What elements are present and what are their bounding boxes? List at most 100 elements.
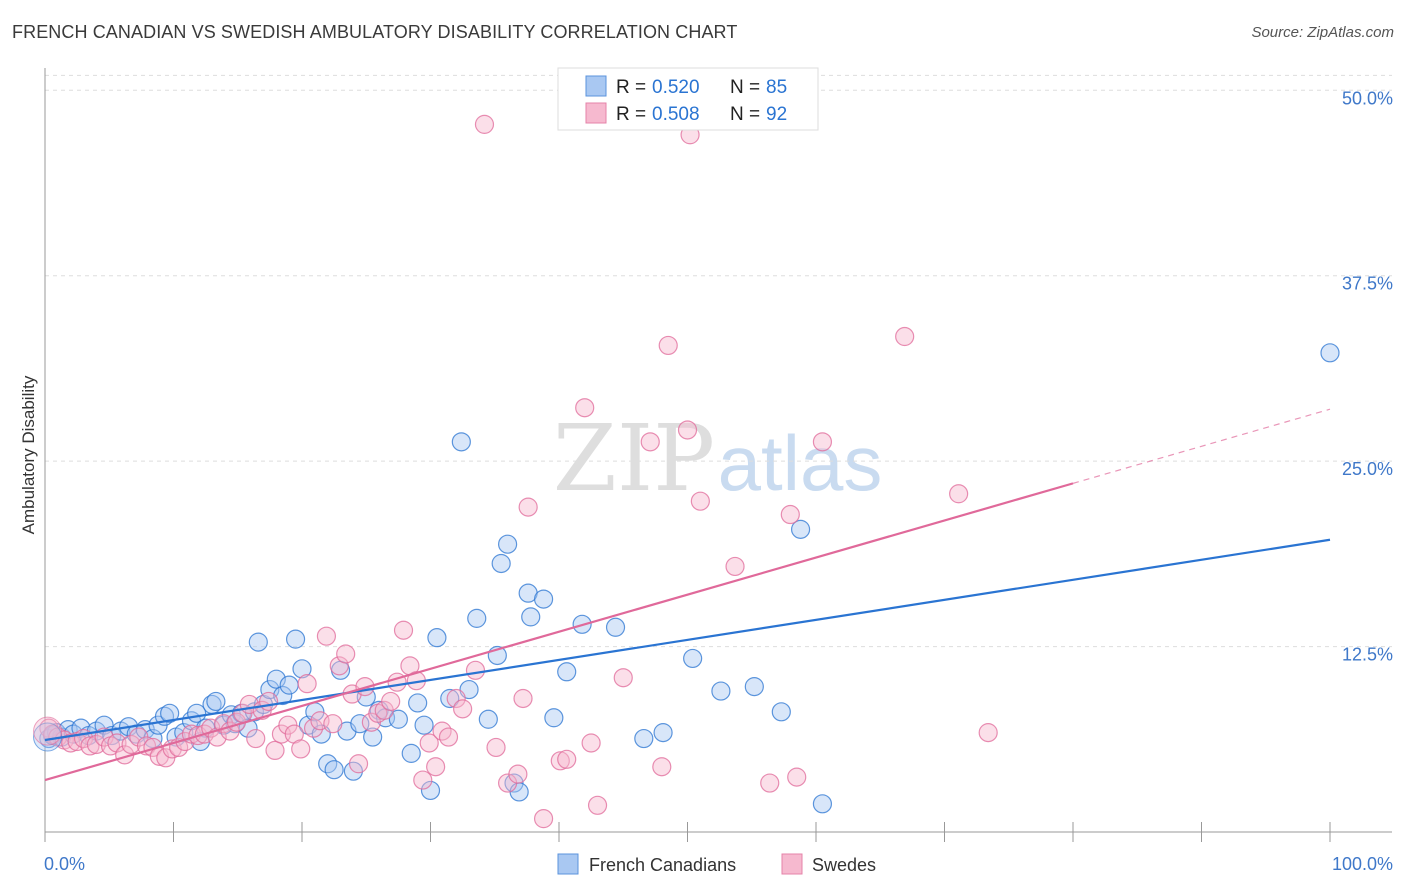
data-point (285, 629, 306, 649)
data-point (677, 420, 698, 440)
data-point (419, 733, 439, 753)
data-point (518, 497, 538, 517)
watermark-atlas: atlas (718, 419, 883, 507)
data-point (587, 795, 608, 815)
data-point (329, 656, 349, 676)
series-legend-swatch-french-canadians (557, 853, 579, 875)
data-point (521, 607, 541, 627)
data-point (787, 767, 807, 787)
data-point (683, 648, 703, 669)
data-point (812, 794, 833, 814)
y-tick-label: 37.5% (1342, 274, 1393, 294)
data-point (160, 703, 180, 723)
x-tick-label-max: 100.0% (1332, 854, 1393, 874)
data-point (336, 644, 356, 664)
data-point (291, 739, 311, 759)
data-point (812, 432, 833, 452)
series-legend-label-french-canadians: French Canadians (589, 855, 736, 875)
y-tick-label: 25.0% (1342, 459, 1393, 479)
data-point (107, 733, 127, 753)
data-point (895, 326, 915, 347)
data-point (508, 764, 528, 784)
legend-n-label-blue: N = (730, 77, 760, 98)
data-point (414, 715, 434, 735)
data-point (438, 727, 459, 747)
data-point (658, 335, 678, 356)
data-point (498, 534, 518, 554)
data-point (486, 737, 506, 758)
data-point (771, 702, 791, 722)
legend-swatch-pink (585, 102, 607, 124)
data-point (465, 660, 486, 680)
data-point (292, 659, 312, 679)
legend-r-label-pink: R = (616, 104, 646, 125)
data-point (474, 114, 495, 134)
data-point (605, 617, 626, 637)
data-point (420, 780, 441, 801)
data-point (533, 809, 554, 829)
data-point (324, 760, 344, 780)
data-point (760, 773, 780, 793)
series-french-canadians (39, 343, 1340, 814)
data-point (550, 751, 570, 771)
data-point (381, 691, 401, 712)
data-point (265, 740, 285, 761)
trend-line (44, 482, 1074, 782)
legend-n-value-blue: 85 (766, 77, 787, 98)
data-point (640, 432, 660, 452)
data-point (348, 754, 369, 774)
x-tick-label-min: 0.0% (44, 854, 85, 874)
data-point (440, 688, 460, 709)
data-point (1320, 343, 1340, 363)
y-axis-title: Ambulatory Disability (19, 375, 38, 534)
data-point (533, 589, 554, 609)
grid: 12.5% 25.0% 37.5% 50.0% (45, 74, 1393, 665)
data-point (653, 723, 673, 743)
axes (44, 68, 1392, 842)
data-point (790, 519, 811, 539)
data-point (121, 734, 141, 755)
data-point (581, 733, 601, 753)
data-point (451, 432, 471, 452)
data-point (413, 770, 433, 790)
data-point (780, 504, 800, 525)
series-legend-label-swedes: Swedes (812, 855, 876, 875)
data-point (246, 728, 266, 749)
data-point (297, 674, 317, 694)
stats-legend: R = 0.520 N = 85 R = 0.508 N = 92 (557, 67, 819, 131)
legend-r-label-blue: R = (616, 77, 646, 98)
data-point (978, 723, 998, 743)
data-point (363, 727, 383, 747)
data-point (401, 743, 421, 763)
data-point (711, 681, 731, 701)
legend-n-value-pink: 92 (766, 104, 787, 125)
data-point (575, 398, 595, 418)
data-point (491, 553, 511, 574)
data-point (467, 608, 487, 628)
data-point (303, 718, 324, 738)
data-point (949, 484, 969, 504)
trend-line-extension (1072, 408, 1331, 484)
data-point (613, 668, 633, 688)
data-point (279, 675, 299, 695)
data-point (426, 757, 446, 777)
data-point (634, 728, 654, 749)
data-point (478, 709, 498, 729)
data-point (248, 632, 268, 652)
data-point (690, 491, 710, 511)
trend-line (44, 538, 1331, 742)
data-point (427, 628, 447, 648)
legend-n-label-pink: N = (730, 104, 760, 125)
data-point (557, 662, 577, 682)
data-point (61, 733, 81, 753)
data-point (393, 620, 414, 640)
chart-title: FRENCH CANADIAN VS SWEDISH AMBULATORY DI… (12, 22, 738, 42)
data-point (316, 626, 337, 646)
data-point (86, 734, 107, 755)
watermark-zip: ZIP (553, 405, 715, 512)
series-legend: French Canadians Swedes (557, 853, 876, 875)
data-point (323, 714, 343, 734)
y-tick-label: 50.0% (1342, 88, 1393, 108)
data-point (80, 736, 100, 756)
